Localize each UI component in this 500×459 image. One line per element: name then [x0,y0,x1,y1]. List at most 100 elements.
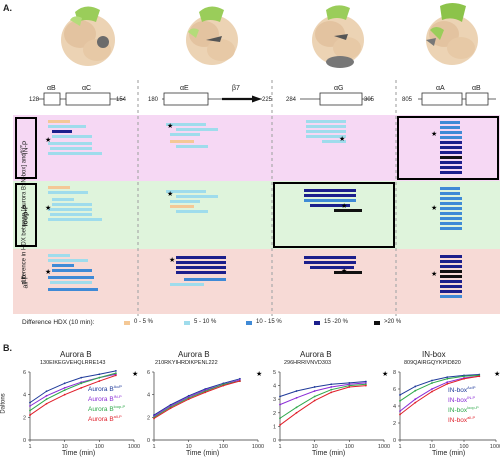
chart1-legend: Aurora BAc/P Aurora BIN-P Aurora Bloop-P… [88,383,125,424]
peptide-bar [170,200,200,203]
chart1-xlabel: Time (min) [62,450,96,457]
chart-x-tick-label: 10 [312,444,318,450]
data-point [63,386,66,389]
peptide-bar [52,269,92,272]
significance-star: ★ [494,370,500,378]
data-point [45,394,48,397]
peptide-bar [176,210,208,213]
data-point [446,376,449,378]
legend-a-swatch-1 [184,321,190,325]
data-point [330,388,333,391]
data-point [295,411,298,414]
data-point [29,401,31,404]
col2-start: 180 [148,97,159,103]
data-point [45,398,48,401]
data-point [364,380,367,383]
data-point [238,380,241,382]
chart-y-tick-label: 4 [393,404,396,410]
data-point [463,375,465,378]
peptide-bar [176,256,226,259]
peptide-bar [50,147,92,150]
data-point [169,407,172,410]
series-line [29,370,116,404]
peptide-bar [440,121,460,124]
series-line [279,385,366,426]
significance-star: ★ [382,370,388,378]
chart-x-tick-label: 10 [62,444,68,450]
legend-a-title: Difference HDX (10 min): [22,319,95,326]
data-point [279,417,281,420]
data-point [279,424,281,426]
chart2-title: Aurora B [178,350,210,359]
peptide-bar [440,207,462,210]
col3-seg1: αG [334,85,344,92]
peptide-bar [440,265,462,268]
panel-a-letter: A. [3,3,12,13]
chart-y-tick-label: 0 [147,438,150,444]
legend-a-swatch-4 [374,321,380,325]
data-point [463,377,465,380]
chart4-legend-3: IN-boxall-P [448,415,476,425]
peptide-bar [440,270,462,273]
series-line [399,375,480,415]
data-point [348,384,351,387]
row-bg-all-p [13,249,500,314]
series-line [29,372,117,411]
data-point [279,403,281,406]
data-point [313,399,316,402]
chart-y-tick-label: 4 [23,393,26,399]
significance-star: ★ [341,202,347,210]
peptide-bar [176,128,218,131]
chart-y-tick-label: 2 [147,415,150,421]
significance-star: ★ [256,370,262,378]
chart-x-tick-label: 1000 [128,444,140,450]
series-line [29,374,117,416]
series-line [399,374,480,402]
chart-y-tick-label: 4 [273,384,276,390]
chart4-legend: IN-boxAc/P IN-boxIN-P IN-boxloop-P IN-bo… [448,384,479,425]
peptide-bar [440,161,462,164]
data-point [414,389,417,392]
peptide-bar [440,146,462,149]
peptide-bar [170,205,194,208]
series-line [279,382,366,406]
data-point [478,375,481,378]
chart-y-tick-label: 0 [23,438,26,444]
peptide-bar [440,260,462,263]
peptide-bar [440,171,462,174]
peptide-bar [440,290,462,293]
chart-y-tick-label: 6 [393,387,396,393]
peptide-bar [440,255,462,258]
chart-x-tick-label: 100 [95,444,104,450]
legend-a-label-4: >20 % [384,319,402,325]
peptide-bar [52,130,72,133]
data-point [153,417,155,420]
data-point [295,406,298,409]
col3-start: 284 [286,97,297,103]
protein-structures [61,3,478,68]
peptide-bar [48,120,70,123]
data-point [80,382,83,385]
data-point [330,391,333,394]
chart1-legend-1: Aurora BIN-P [88,394,122,404]
significance-star: ★ [167,190,173,198]
peptide-bar [304,194,356,197]
peptide-bar [306,135,346,138]
data-point [98,380,101,382]
significance-star: ★ [45,204,51,212]
data-point [364,381,367,384]
chart-y-tick-label: 2 [273,411,276,417]
peptide-bar [440,136,462,139]
chart3-title: Aurora B [300,350,332,359]
peptide-bar [440,275,462,278]
peptide-bar [440,131,462,134]
data-point [348,386,351,388]
chart1-legend-0: Aurora BAc/P [88,384,123,394]
peptide-bar [322,140,346,143]
legend-a-swatch-2 [246,321,252,325]
peptide-bar [440,141,462,144]
peptide-bar [306,120,346,123]
peptide-bar [334,271,362,274]
peptide-bar [176,271,226,274]
data-point [114,374,117,377]
